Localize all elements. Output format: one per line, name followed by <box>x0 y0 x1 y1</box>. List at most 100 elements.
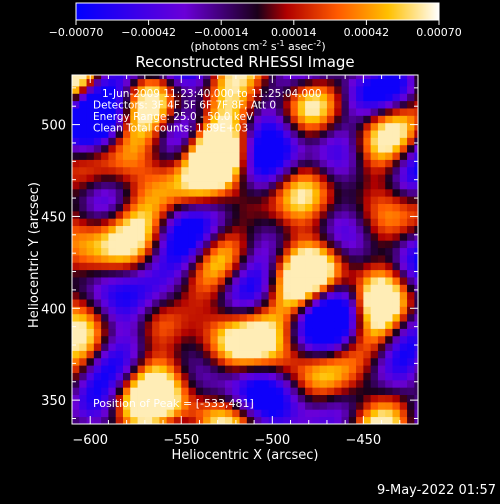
heatmap-pixel <box>370 313 379 322</box>
heatmap-pixel <box>108 291 117 300</box>
heatmap-pixel <box>305 122 313 131</box>
heatmap-pixel <box>312 262 321 271</box>
heatmap-pixel <box>79 93 87 102</box>
heatmap-pixel <box>275 144 284 153</box>
heatmap-pixel <box>203 122 211 131</box>
heatmap-pixel <box>392 166 401 175</box>
heatmap-pixel <box>348 144 357 153</box>
heatmap-pixel <box>217 416 226 424</box>
heatmap-pixel <box>93 343 102 351</box>
heatmap-pixel <box>137 394 146 403</box>
heatmap-pixel <box>188 159 197 168</box>
heatmap-pixel <box>239 299 248 307</box>
heatmap-pixel <box>392 247 401 256</box>
heatmap-pixel <box>203 78 211 87</box>
heatmap-pixel <box>319 86 328 94</box>
heatmap-pixel <box>224 255 233 263</box>
heatmap-pixel <box>166 343 175 351</box>
heatmap-pixel <box>166 159 175 168</box>
heatmap-pixel <box>312 401 321 410</box>
heatmap-pixel <box>392 152 401 160</box>
heatmap-pixel <box>341 130 350 138</box>
heatmap-pixel <box>414 284 418 293</box>
heatmap-pixel <box>93 78 102 87</box>
heatmap-pixel <box>268 232 277 241</box>
heatmap-pixel <box>181 203 189 212</box>
heatmap-pixel <box>305 218 313 227</box>
heatmap-pixel <box>305 262 313 271</box>
heatmap-pixel <box>377 78 386 87</box>
heatmap-pixel <box>232 306 240 315</box>
heatmap-pixel <box>239 188 248 197</box>
heatmap-pixel <box>188 284 197 293</box>
heatmap-pixel <box>399 115 408 124</box>
heatmap-pixel <box>326 210 335 219</box>
heatmap-pixel <box>275 152 284 160</box>
heatmap-pixel <box>115 130 124 138</box>
heatmap-pixel <box>122 78 131 87</box>
heatmap-pixel <box>312 306 321 315</box>
heatmap-pixel <box>385 196 393 204</box>
heatmap-pixel <box>261 394 270 403</box>
heatmap-pixel <box>130 218 138 227</box>
heatmap-pixel <box>341 357 350 366</box>
heatmap-pixel <box>341 335 350 344</box>
heatmap-pixel <box>173 86 182 94</box>
heatmap-pixel <box>79 321 87 329</box>
heatmap-pixel <box>348 166 357 175</box>
heatmap-pixel <box>122 394 131 403</box>
heatmap-pixel <box>86 218 95 227</box>
heatmap-pixel <box>275 122 284 131</box>
heatmap-pixel <box>407 372 415 381</box>
heatmap-pixel <box>341 181 350 190</box>
heatmap-pixel <box>261 269 270 278</box>
heatmap-pixel <box>268 387 277 396</box>
heatmap-pixel <box>239 93 248 102</box>
heatmap-pixel <box>341 291 350 300</box>
heatmap-pixel <box>101 188 109 197</box>
heatmap-pixel <box>203 350 211 359</box>
heatmap-pixel <box>356 159 364 168</box>
heatmap-pixel <box>159 247 168 256</box>
heatmap-pixel <box>407 409 415 418</box>
heatmap-pixel <box>130 365 138 373</box>
heatmap-pixel <box>101 240 109 249</box>
heatmap-pixel <box>363 240 372 249</box>
heatmap-pixel <box>363 130 372 138</box>
heatmap-pixel <box>297 379 306 388</box>
heatmap-pixel <box>268 225 277 234</box>
heatmap-pixel <box>79 152 87 160</box>
heatmap-pixel <box>130 306 138 315</box>
y-tick-label: 500 <box>41 119 66 134</box>
heatmap-pixel <box>326 75 335 80</box>
heatmap-pixel <box>203 115 211 124</box>
heatmap-pixel <box>232 166 240 175</box>
heatmap-pixel <box>356 93 364 102</box>
heatmap-pixel <box>268 291 277 300</box>
heatmap-pixel <box>224 152 233 160</box>
heatmap-pixel <box>93 277 102 285</box>
heatmap-pixel <box>407 387 415 396</box>
heatmap-pixel <box>79 313 87 322</box>
heatmap-pixel <box>93 247 102 256</box>
heatmap-pixel <box>86 299 95 307</box>
heatmap-pixel <box>356 416 364 424</box>
heatmap-pixel <box>108 122 117 131</box>
heatmap-pixel <box>115 188 124 197</box>
heatmap-pixel <box>348 78 357 87</box>
heatmap-pixel <box>254 284 262 293</box>
heatmap-pixel <box>319 122 328 131</box>
heatmap-pixel <box>312 313 321 322</box>
heatmap-pixel <box>326 291 335 300</box>
heatmap-pixel <box>195 166 204 175</box>
heatmap-pixel <box>356 137 364 146</box>
heatmap-pixel <box>224 343 233 351</box>
heatmap-pixel <box>195 350 204 359</box>
heatmap-pixel <box>334 203 342 212</box>
heatmap-pixel <box>268 335 277 344</box>
heatmap-pixel <box>173 203 182 212</box>
heatmap-pixel <box>232 93 240 102</box>
heatmap-pixel <box>385 416 393 424</box>
heatmap-pixel <box>385 210 393 219</box>
heatmap-pixel <box>312 196 321 204</box>
